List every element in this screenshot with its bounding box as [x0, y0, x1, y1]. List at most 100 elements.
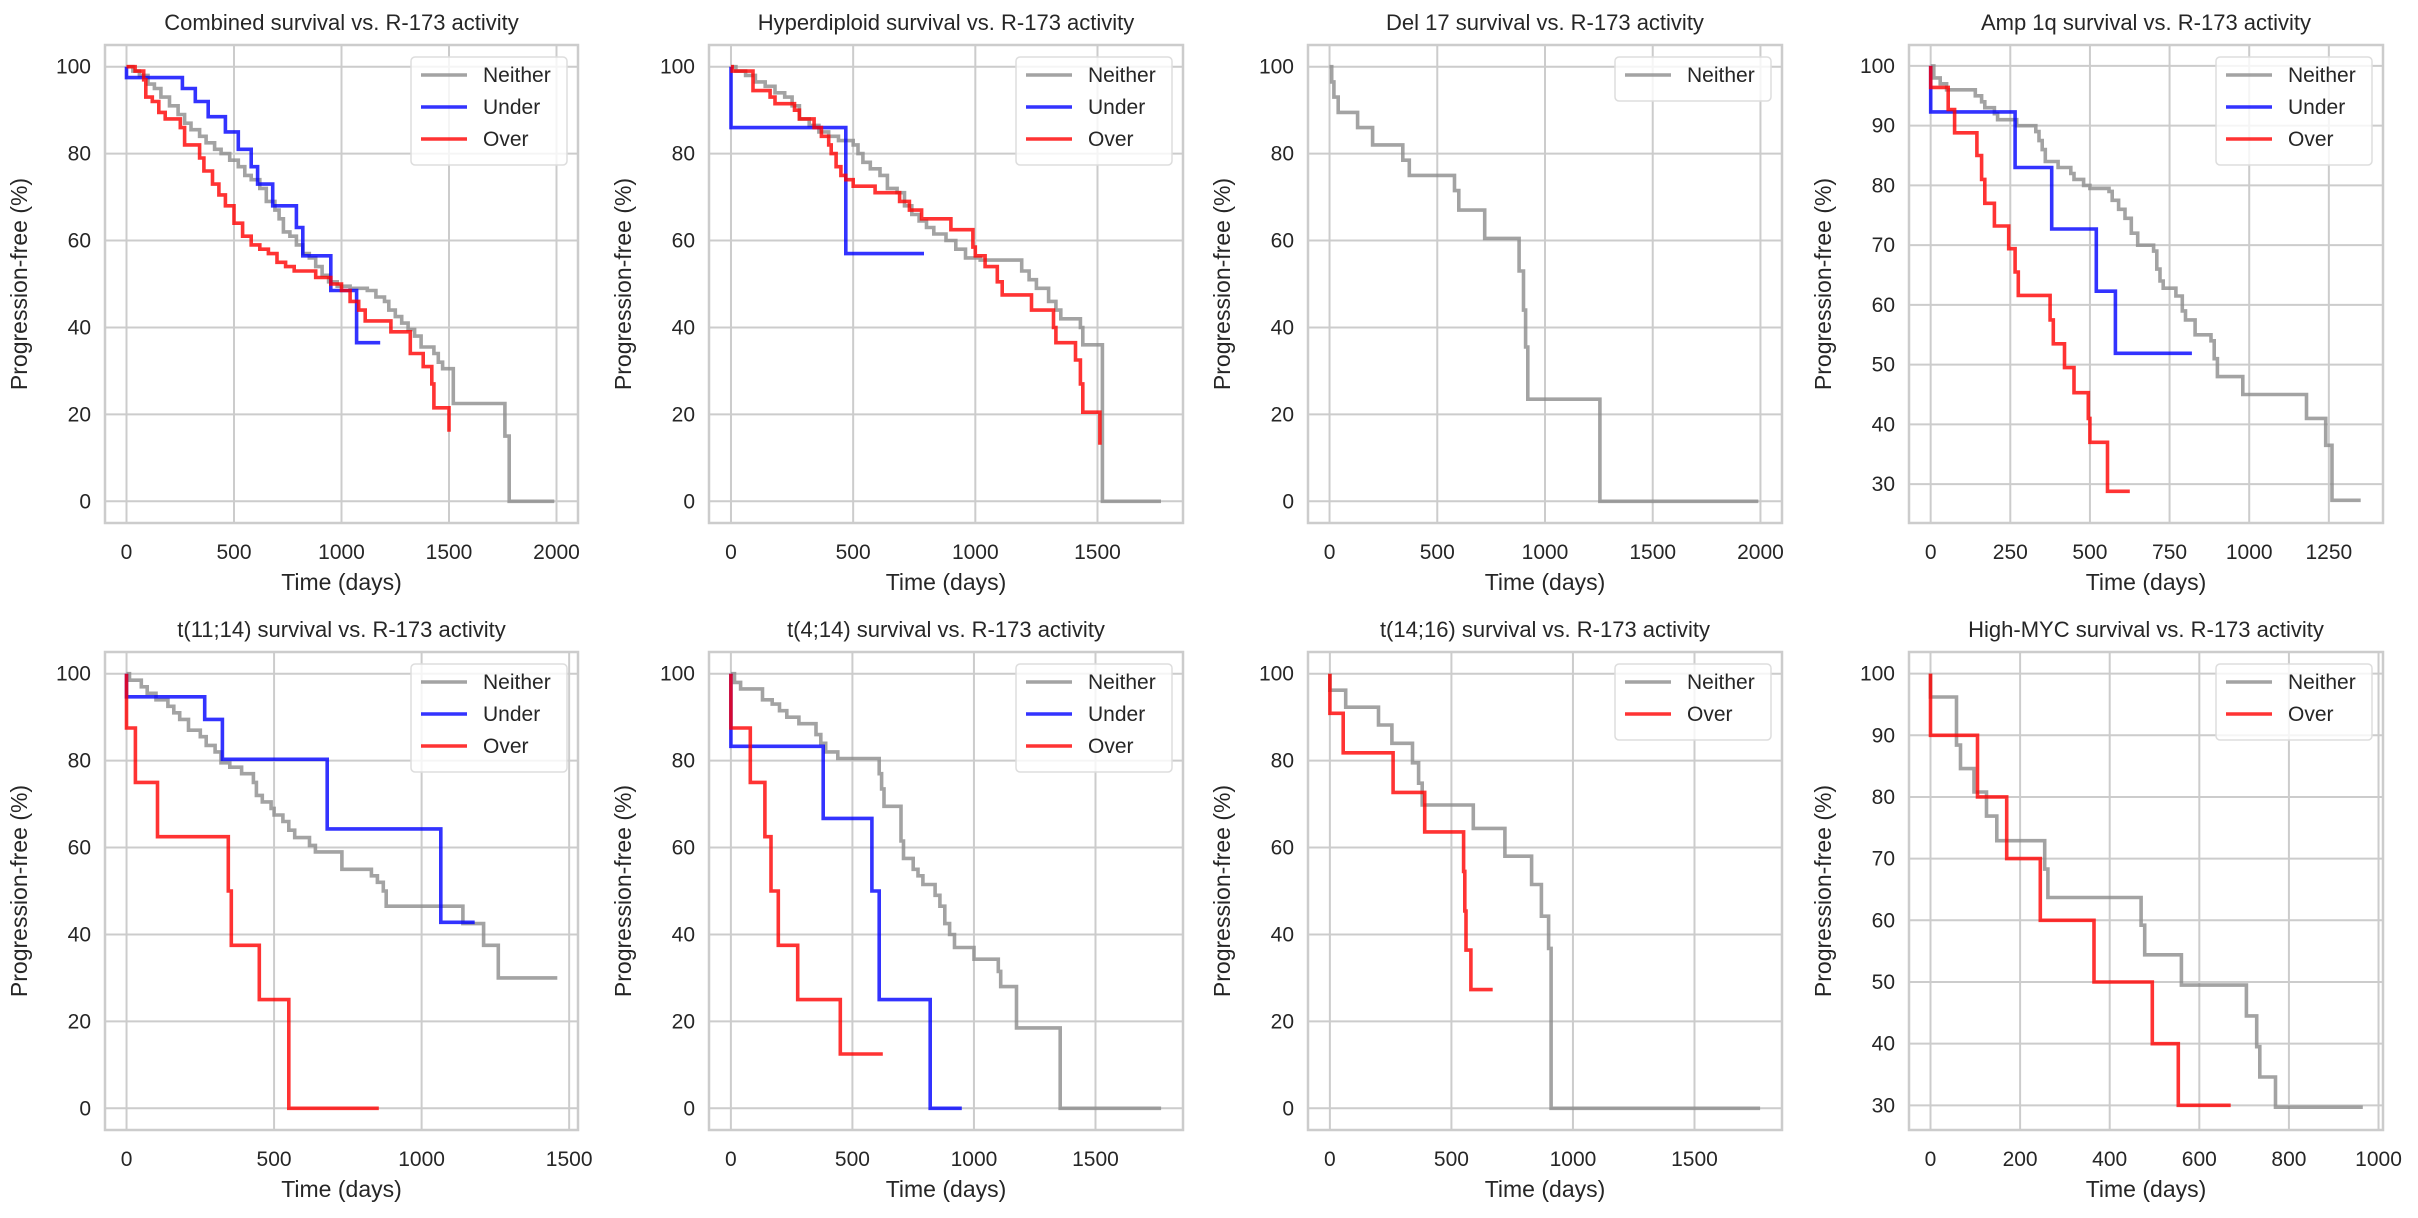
series-line-over	[1928, 673, 2231, 1108]
x-tick-label: 1000	[1550, 1148, 1597, 1171]
y-tick-label: 0	[79, 1097, 91, 1120]
y-tick-label: 50	[1872, 354, 1895, 377]
x-tick-label: 1500	[426, 541, 473, 564]
y-axis-label: Progression-free (%)	[610, 785, 636, 997]
x-tick-label: 1500	[546, 1148, 593, 1171]
x-tick-label: 500	[1420, 541, 1455, 564]
legend-label: Over	[483, 128, 529, 151]
x-tick-label: 0	[725, 541, 737, 564]
legend-label: Under	[483, 703, 540, 726]
y-tick-label: 80	[672, 143, 695, 166]
x-tick-label: 1250	[2305, 541, 2352, 564]
y-axis-label: Progression-free (%)	[1810, 178, 1836, 390]
y-tick-label: 20	[1271, 403, 1294, 426]
y-tick-label: 0	[683, 1097, 695, 1120]
series-line-over	[729, 673, 883, 1056]
series-line-under	[729, 673, 962, 1111]
x-tick-label: 500	[2072, 541, 2107, 564]
y-tick-label: 40	[672, 316, 695, 339]
subplot-5: 0 500 1000 1500 0 20 40 60 80 100 t(11;14) surviva…	[6, 617, 593, 1202]
y-axis-label: Progression-free (%)	[1209, 785, 1235, 997]
y-tick-label: 0	[79, 490, 91, 513]
y-tick-label: 80	[68, 750, 91, 773]
x-tick-label: 500	[1434, 1148, 1469, 1171]
legend: Neither Under Over	[410, 56, 568, 166]
subplot-8: 0 200 400 600 800 1000 30 40 50 60 70 80 90 100 High-M…	[1810, 617, 2402, 1202]
x-tick-label: 750	[2152, 541, 2187, 564]
y-tick-label: 60	[1872, 909, 1895, 932]
legend-label: Under	[1088, 703, 1145, 726]
x-tick-label: 0	[1925, 1148, 1937, 1171]
legend: Neither Over	[2215, 663, 2373, 741]
y-axis-label: Progression-free (%)	[1810, 785, 1836, 997]
x-axis-label: Time (days)	[2086, 569, 2207, 595]
legend: Neither Over	[1614, 663, 1772, 741]
y-tick-label: 90	[1872, 115, 1895, 138]
series-line-neither	[730, 671, 1162, 1111]
y-tick-label: 100	[660, 56, 695, 79]
x-axis-label: Time (days)	[2086, 1176, 2207, 1202]
x-tick-label: 1500	[1671, 1148, 1718, 1171]
subplot-3: 0 500 1000 1500 2000 0 20 40 60 80 100 Del 17 survi…	[1209, 10, 1784, 595]
y-tick-label: 80	[672, 750, 695, 773]
legend: Neither	[1614, 56, 1772, 102]
legend-label: Over	[2288, 128, 2334, 151]
x-tick-label: 400	[2092, 1148, 2127, 1171]
series-line-under	[729, 66, 924, 256]
x-tick-label: 0	[121, 541, 133, 564]
axes-frame	[1306, 650, 1784, 1132]
legend-label: Neither	[2288, 64, 2356, 87]
y-tick-label: 60	[672, 230, 695, 253]
y-tick-label: 100	[1860, 55, 1895, 78]
y-tick-label: 80	[1872, 174, 1895, 197]
series-line-over	[730, 64, 1102, 445]
y-tick-label: 80	[1271, 143, 1294, 166]
y-tick-label: 60	[1271, 230, 1294, 253]
y-axis-label: Progression-free (%)	[610, 178, 636, 390]
x-tick-label: 1000	[318, 541, 365, 564]
series-line-neither	[1329, 64, 1759, 504]
legend-box	[1614, 56, 1772, 102]
legend-label: Neither	[483, 64, 551, 87]
y-tick-label: 20	[68, 403, 91, 426]
x-tick-label: 1500	[1074, 541, 1121, 564]
x-axis-label: Time (days)	[281, 1176, 402, 1202]
legend-label: Under	[2288, 96, 2345, 119]
series-line-under	[1928, 65, 2192, 356]
x-axis-label: Time (days)	[1485, 1176, 1606, 1202]
series-line-over	[1328, 673, 1493, 992]
x-tick-label: 200	[2003, 1148, 2038, 1171]
x-tick-label: 1500	[1072, 1148, 1119, 1171]
legend-label: Over	[1687, 703, 1733, 726]
subplot-7: 0 500 1000 1500 0 20 40 60 80 100 t(14;16) surviva…	[1209, 617, 1784, 1202]
y-tick-label: 0	[1282, 1097, 1294, 1120]
x-tick-label: 2000	[533, 541, 580, 564]
legend-label: Neither	[1687, 671, 1755, 694]
series-line-neither	[1928, 673, 2363, 1109]
x-tick-label: 800	[2271, 1148, 2306, 1171]
axes-frame	[103, 650, 580, 1132]
legend: Neither Under Over	[1015, 663, 1173, 773]
x-tick-label: 1000	[952, 541, 999, 564]
y-tick-label: 90	[1872, 724, 1895, 747]
subplot-title: High-MYC survival vs. R-173 activity	[1968, 617, 2324, 642]
y-axis-label: Progression-free (%)	[1209, 178, 1235, 390]
axes-frame	[1306, 43, 1784, 525]
y-tick-label: 40	[1271, 316, 1294, 339]
axes-frame	[1907, 650, 2385, 1132]
axes-frame	[1907, 43, 2385, 525]
y-tick-label: 40	[68, 923, 91, 946]
y-tick-label: 30	[1872, 1094, 1895, 1117]
x-tick-label: 500	[836, 541, 871, 564]
series-line-over	[1928, 65, 2130, 494]
subplot-1: 0 500 1000 1500 2000 0 20 40 60 80 100 Combined sur…	[6, 10, 580, 595]
x-tick-label: 500	[216, 541, 251, 564]
y-tick-label: 20	[68, 1010, 91, 1033]
y-tick-label: 100	[660, 663, 695, 686]
x-axis-label: Time (days)	[886, 1176, 1007, 1202]
subplot-title: Amp 1q survival vs. R-173 activity	[1981, 10, 2311, 35]
y-tick-label: 70	[1872, 848, 1895, 871]
series-line-neither	[1328, 673, 1761, 1111]
x-tick-label: 1000	[951, 1148, 998, 1171]
